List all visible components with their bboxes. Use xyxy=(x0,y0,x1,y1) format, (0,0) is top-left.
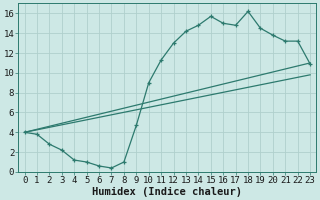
X-axis label: Humidex (Indice chaleur): Humidex (Indice chaleur) xyxy=(92,186,242,197)
